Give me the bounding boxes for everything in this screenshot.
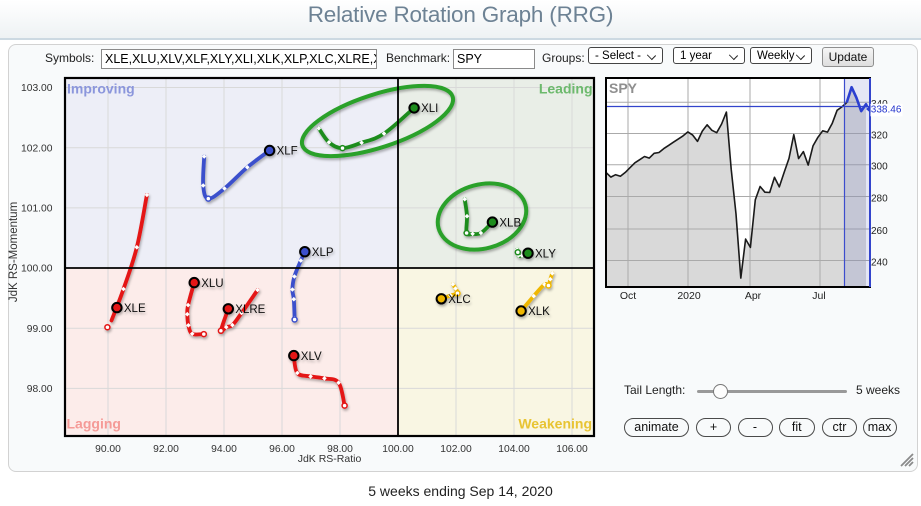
svg-text:99.00: 99.00 — [27, 324, 53, 335]
svg-text:XLRE: XLRE — [235, 304, 265, 316]
svg-text:338.46: 338.46 — [871, 104, 902, 115]
svg-text:102.00: 102.00 — [21, 143, 53, 154]
svg-text:240: 240 — [871, 257, 888, 268]
svg-text:320: 320 — [871, 130, 888, 141]
svg-text:Weakening: Weakening — [518, 416, 592, 432]
svg-text:280: 280 — [871, 193, 888, 204]
svg-text:JdK RS-Momentum: JdK RS-Momentum — [8, 202, 20, 302]
svg-text:Jul: Jul — [812, 290, 825, 302]
svg-text:2020: 2020 — [677, 290, 701, 302]
svg-text:106.00: 106.00 — [556, 444, 588, 455]
svg-text:XLY: XLY — [535, 248, 556, 260]
svg-text:104.00: 104.00 — [498, 444, 530, 455]
svg-text:Lagging: Lagging — [67, 416, 121, 432]
svg-text:98.00: 98.00 — [327, 444, 353, 455]
svg-text:Apr: Apr — [745, 290, 762, 302]
svg-text:XLU: XLU — [201, 278, 223, 290]
svg-text:103.00: 103.00 — [21, 83, 53, 94]
svg-text:XLE: XLE — [124, 303, 146, 315]
svg-text:101.00: 101.00 — [21, 204, 53, 215]
svg-text:260: 260 — [871, 226, 888, 237]
svg-text:XLC: XLC — [448, 294, 470, 306]
svg-text:XLK: XLK — [528, 306, 550, 318]
svg-text:XLV: XLV — [301, 351, 322, 363]
svg-text:102.00: 102.00 — [440, 444, 472, 455]
svg-text:92.00: 92.00 — [153, 444, 179, 455]
svg-text:90.00: 90.00 — [95, 444, 121, 455]
svg-text:XLB: XLB — [499, 217, 521, 229]
svg-text:96.00: 96.00 — [269, 444, 295, 455]
svg-text:94.00: 94.00 — [211, 444, 237, 455]
svg-text:98.00: 98.00 — [27, 384, 53, 395]
svg-text:Oct: Oct — [620, 290, 636, 302]
svg-text:Leading: Leading — [539, 81, 593, 97]
svg-text:Improving: Improving — [67, 81, 135, 97]
svg-text:XLI: XLI — [421, 103, 438, 115]
svg-text:SPY: SPY — [609, 80, 638, 96]
svg-text:XLF: XLF — [277, 146, 298, 158]
svg-text:XLP: XLP — [312, 247, 334, 259]
svg-text:100.00: 100.00 — [21, 264, 53, 275]
svg-text:JdK RS-Ratio: JdK RS-Ratio — [298, 453, 362, 465]
svg-text:100.00: 100.00 — [382, 444, 414, 455]
svg-text:300: 300 — [871, 162, 888, 173]
